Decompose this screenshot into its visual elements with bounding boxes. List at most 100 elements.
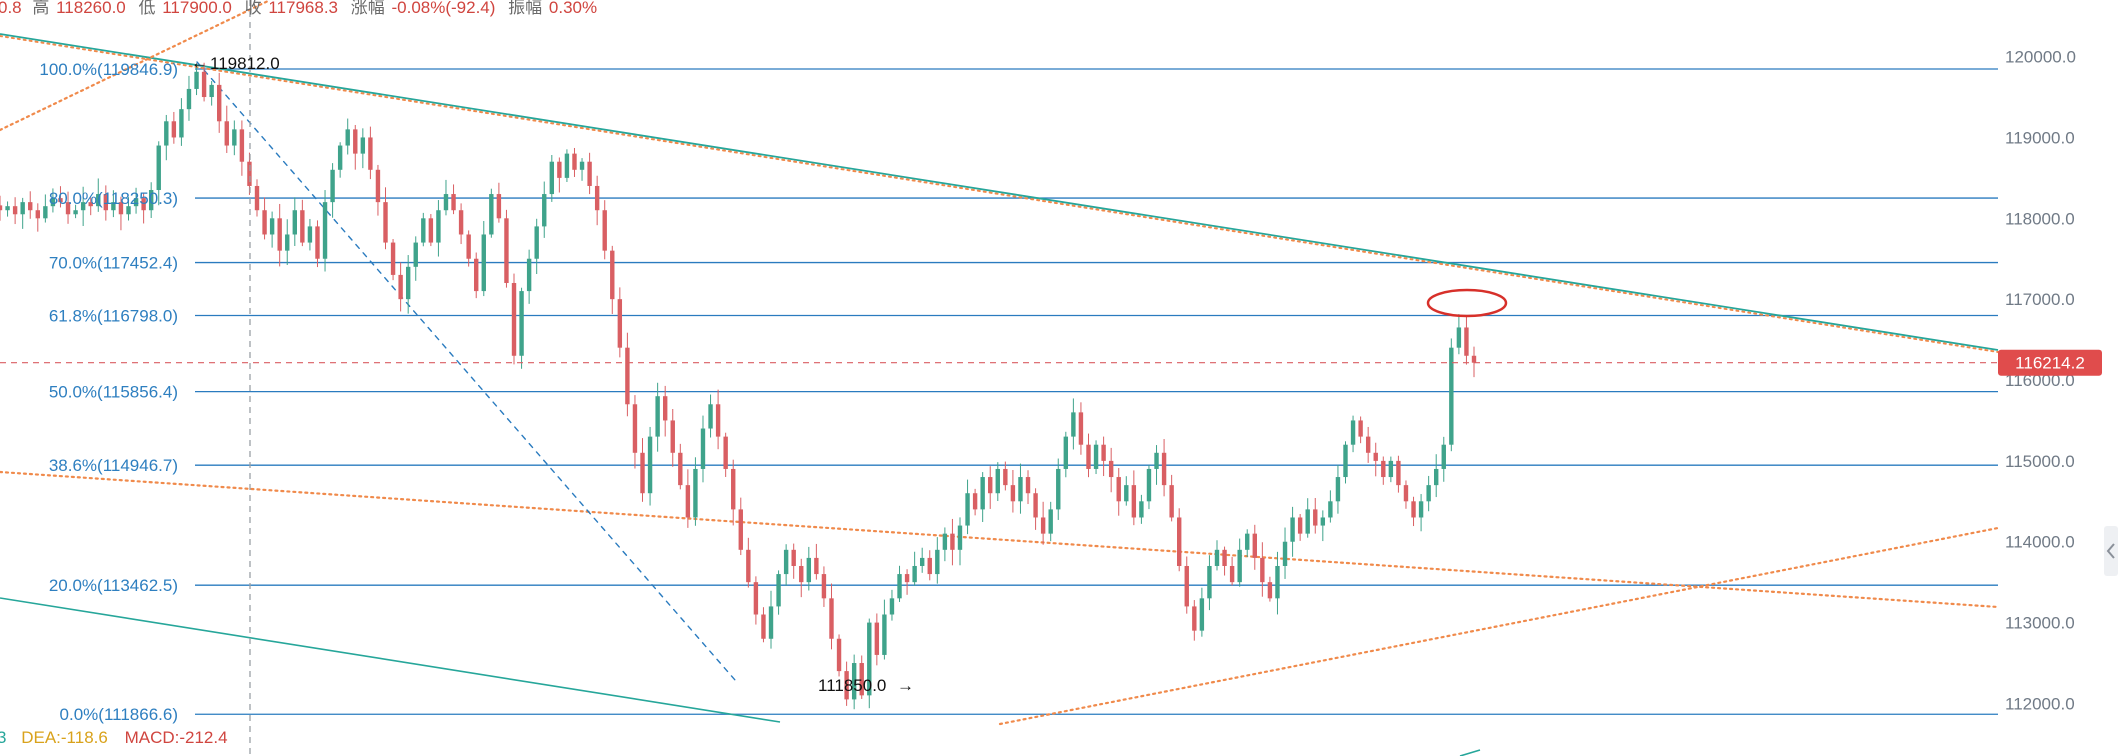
candlestick xyxy=(1441,436,1446,482)
lower-channel-line[interactable] xyxy=(0,597,781,723)
candlestick xyxy=(1040,501,1046,545)
candlestick xyxy=(73,204,78,219)
fib-level-label: 70.0%(117452.4) xyxy=(49,254,178,273)
change-label: 涨幅 xyxy=(351,0,385,17)
close-label: 收 xyxy=(245,0,262,17)
candlestick xyxy=(988,466,993,509)
candlestick xyxy=(1184,556,1189,614)
price-axis[interactable]: 112000.0 113000.0 114000.0 115000.0 116000.0… xyxy=(2005,48,2076,714)
candlestick xyxy=(791,543,796,579)
panel-collapse-handle[interactable] xyxy=(2104,526,2118,576)
candlestick xyxy=(1093,440,1099,475)
high-label: 高 xyxy=(32,0,49,17)
lower-descending-dotted-line[interactable] xyxy=(0,470,2000,609)
candlestick xyxy=(224,105,229,153)
candlestick xyxy=(496,182,502,223)
candlestick xyxy=(375,164,381,216)
candlestick xyxy=(1260,542,1265,597)
candlestick xyxy=(360,128,366,169)
candlestick xyxy=(1456,314,1462,355)
candlestick xyxy=(836,634,842,677)
candlestick xyxy=(889,589,895,621)
descending-resistance-dotted-line[interactable] xyxy=(0,35,1999,353)
candlestick xyxy=(950,518,955,566)
candlestick xyxy=(980,472,985,522)
trendline-drawings[interactable] xyxy=(0,0,2000,756)
macd-fragment: 3 xyxy=(0,728,6,747)
candlestick xyxy=(602,200,607,260)
candlestick xyxy=(632,395,638,469)
candlestick xyxy=(534,218,539,275)
candlestick xyxy=(451,184,456,215)
candlestick xyxy=(617,287,623,358)
candlestick xyxy=(481,221,486,297)
candlestick xyxy=(625,332,630,417)
candlestick xyxy=(262,197,267,240)
candlestick xyxy=(156,141,161,206)
candlestick xyxy=(345,118,350,155)
candlestick xyxy=(1358,416,1363,444)
candlestick xyxy=(549,155,555,202)
candlestick xyxy=(405,255,411,314)
high-annotation-marker: ← xyxy=(191,53,208,72)
candlestick xyxy=(655,382,660,452)
candlestick xyxy=(1063,431,1069,478)
candlestick xyxy=(458,203,464,245)
candlestick xyxy=(746,537,751,588)
price-axis-tick: 113000.0 xyxy=(2005,614,2075,633)
ohlc-fragment: 0.8 xyxy=(0,0,22,17)
candlestick xyxy=(1403,480,1409,509)
candlestick xyxy=(572,147,577,177)
candlestick xyxy=(239,120,245,176)
candlestick xyxy=(1305,498,1310,538)
candlestick xyxy=(398,262,403,312)
highlight-ellipse[interactable] xyxy=(1426,288,1508,318)
low-value: 117900.0 xyxy=(162,0,232,17)
candlestick xyxy=(942,527,948,562)
candlestick xyxy=(640,438,645,502)
candlestick xyxy=(1464,316,1469,365)
candlestick xyxy=(1434,454,1439,498)
candlestick xyxy=(700,415,706,483)
candlestick xyxy=(88,197,93,216)
candlestick xyxy=(277,203,282,267)
candlestick xyxy=(330,163,335,218)
candlestick xyxy=(428,214,434,247)
candlestick xyxy=(1252,524,1257,570)
candlestick xyxy=(1161,439,1167,497)
candlestick xyxy=(594,175,600,226)
upper-channel-dotted-line[interactable] xyxy=(0,0,272,132)
descending-resistance-line[interactable] xyxy=(0,33,1999,351)
candlestick xyxy=(1116,467,1121,516)
ohlc-info-bar: 0.8 高 118260.0 低 117900.0 收 117968.3 涨幅 … xyxy=(0,0,597,17)
high-value: 118260.0 xyxy=(56,0,126,17)
low-annotation-marker: → xyxy=(897,676,914,695)
candlestick xyxy=(307,218,313,251)
candlestick xyxy=(1010,469,1016,513)
fib-level-label: 61.8%(116798.0) xyxy=(49,306,178,325)
chevron-left-icon[interactable] xyxy=(2106,543,2115,559)
candlestick xyxy=(269,211,275,248)
candlestick xyxy=(300,199,305,247)
fibonacci-levels[interactable] xyxy=(195,68,1998,715)
candlestick xyxy=(390,239,396,281)
candlestick xyxy=(821,566,827,607)
candlestick xyxy=(1048,501,1053,542)
candlestick xyxy=(542,181,547,238)
candlestick xyxy=(164,114,169,161)
macd-line-fragment[interactable] xyxy=(1459,749,1481,756)
candlestick xyxy=(776,570,781,615)
candlestick xyxy=(1282,527,1288,579)
candlestick xyxy=(194,66,199,96)
candlestick xyxy=(43,194,48,223)
change-value: -0.08%(-92.4) xyxy=(391,0,495,17)
candlestick xyxy=(1177,508,1182,572)
candlestick xyxy=(254,179,260,217)
candlestick xyxy=(935,537,940,584)
current-price-value: 116214.2 xyxy=(2015,354,2085,373)
ascending-support-dotted-line[interactable] xyxy=(998,526,2000,726)
candlestick xyxy=(904,569,910,595)
fib-diagonal-dashed-line[interactable] xyxy=(196,61,736,681)
dea-value: DEA:-118.6 xyxy=(21,728,108,747)
